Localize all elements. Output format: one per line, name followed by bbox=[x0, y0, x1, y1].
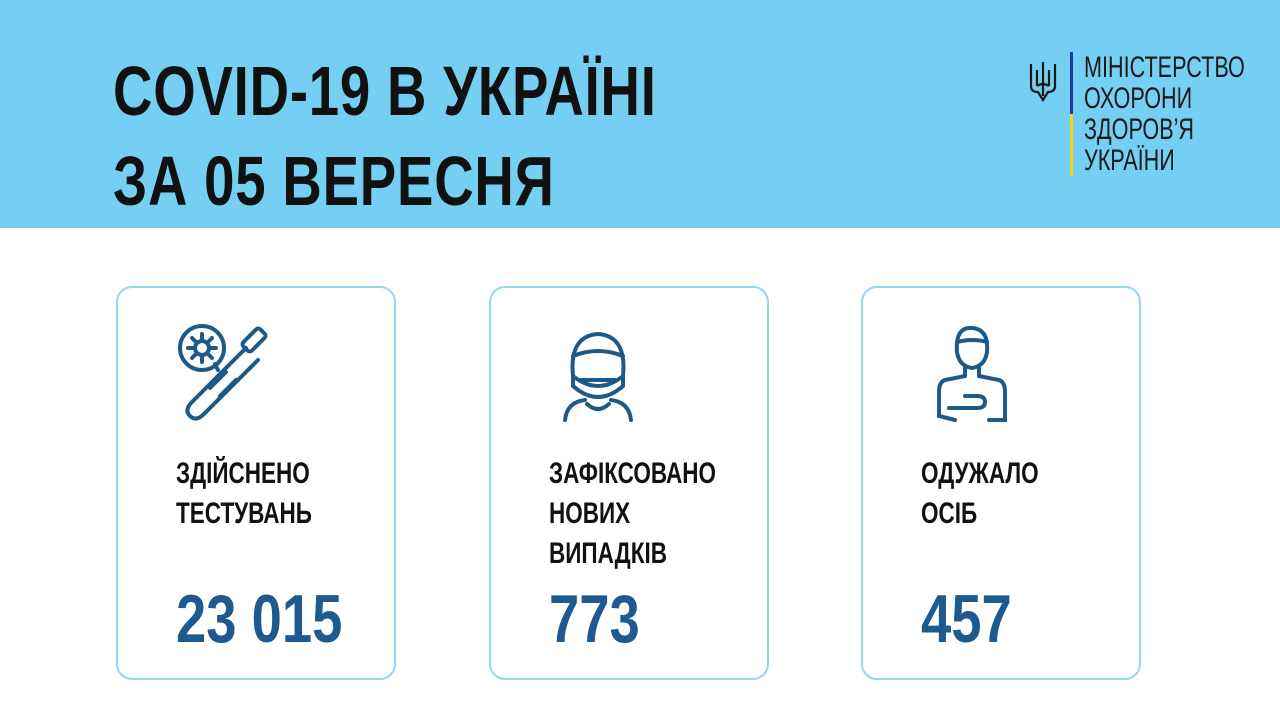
ministry-line: ЗДОРОВ’Я bbox=[1084, 113, 1195, 146]
label-line: ЗДІЙСНЕНО bbox=[176, 457, 310, 490]
label-line: ВИПАДКІВ bbox=[549, 537, 667, 570]
label-line: НОВИХ bbox=[549, 497, 631, 530]
card-tests: ЗДІЙСНЕНО ТЕСТУВАНЬ 23 015 bbox=[116, 286, 396, 680]
recovered-person-icon bbox=[937, 325, 1007, 422]
ministry-line: ОХОРОНИ bbox=[1084, 82, 1193, 115]
page-subtitle-date: ЗА 05 ВЕРЕСНЯ bbox=[113, 142, 555, 220]
flag-blue-stripe bbox=[1070, 52, 1073, 114]
tests-count: 23 015 bbox=[176, 581, 343, 657]
card-label: ОДУЖАЛО ОСІБ bbox=[921, 454, 1039, 534]
new-cases-count: 773 bbox=[549, 581, 640, 657]
card-recovered: ОДУЖАЛО ОСІБ 457 bbox=[861, 286, 1141, 680]
ministry-line: УКРАЇНИ bbox=[1084, 144, 1175, 177]
page-title: COVID-19 В УКРАЇНІ bbox=[113, 52, 657, 130]
card-new-cases: ЗАФІКСОВАНО НОВИХ ВИПАДКІВ 773 bbox=[489, 286, 769, 680]
card-label: ЗДІЙСНЕНО ТЕСТУВАНЬ bbox=[176, 454, 312, 534]
ministry-name: МІНІСТЕРСТВО ОХОРОНИ ЗДОРОВ’Я УКРАЇНИ bbox=[1084, 52, 1245, 176]
masked-person-icon bbox=[563, 331, 633, 422]
header-banner: COVID-19 В УКРАЇНІ ЗА 05 ВЕРЕСНЯ МІНІСТЕ… bbox=[0, 0, 1280, 228]
trident-icon bbox=[1029, 62, 1057, 103]
card-label: ЗАФІКСОВАНО НОВИХ ВИПАДКІВ bbox=[549, 454, 716, 574]
label-line: ТЕСТУВАНЬ bbox=[176, 497, 312, 530]
label-line: ОСІБ bbox=[921, 497, 978, 530]
flag-yellow-stripe bbox=[1070, 114, 1073, 176]
label-line: ЗАФІКСОВАНО bbox=[549, 457, 716, 490]
ministry-line: МІНІСТЕРСТВО bbox=[1084, 51, 1245, 84]
test-tube-virus-icon bbox=[178, 324, 268, 421]
label-line: ОДУЖАЛО bbox=[921, 457, 1039, 490]
recovered-count: 457 bbox=[921, 581, 1012, 657]
